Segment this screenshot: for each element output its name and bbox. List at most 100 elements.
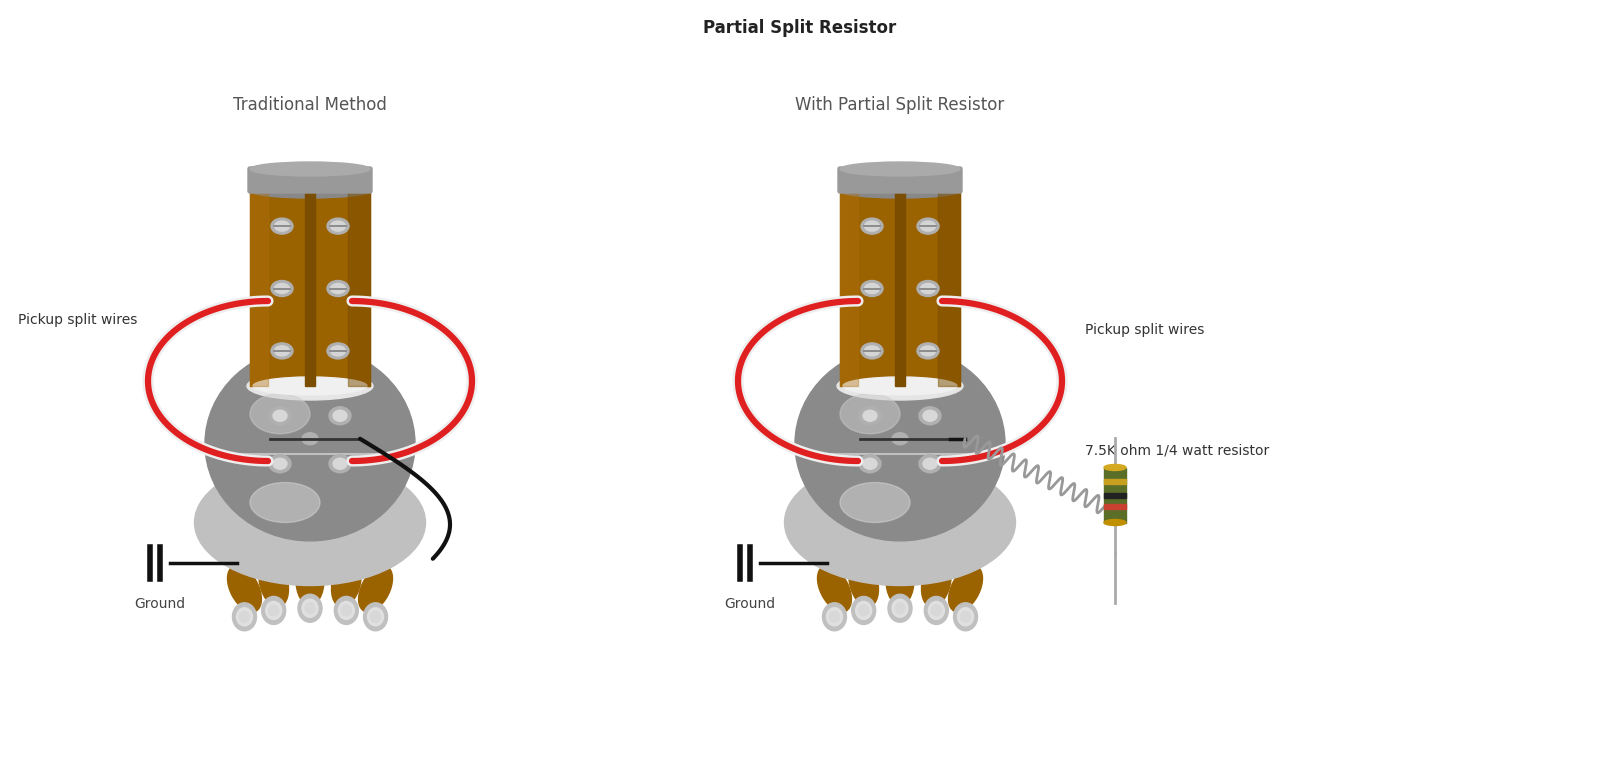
Ellipse shape [840, 162, 960, 176]
Ellipse shape [795, 347, 1005, 541]
Ellipse shape [274, 458, 286, 469]
Ellipse shape [859, 605, 869, 616]
Ellipse shape [862, 411, 877, 421]
Ellipse shape [232, 603, 256, 631]
Ellipse shape [270, 343, 293, 359]
Ellipse shape [237, 608, 253, 625]
Ellipse shape [269, 407, 291, 425]
Ellipse shape [338, 601, 354, 619]
Ellipse shape [928, 601, 944, 619]
Ellipse shape [925, 597, 949, 625]
Ellipse shape [840, 394, 899, 433]
Ellipse shape [333, 411, 347, 421]
Bar [1104, 468, 1126, 522]
Ellipse shape [274, 411, 286, 421]
Ellipse shape [893, 433, 909, 445]
Text: With Partial Split Resistor: With Partial Split Resistor [795, 96, 1005, 114]
Ellipse shape [331, 221, 346, 231]
Ellipse shape [861, 343, 883, 359]
Ellipse shape [864, 284, 880, 294]
Ellipse shape [330, 407, 350, 425]
Ellipse shape [859, 407, 882, 425]
Ellipse shape [262, 597, 286, 625]
Ellipse shape [371, 611, 381, 622]
Ellipse shape [894, 603, 906, 614]
Ellipse shape [250, 184, 370, 198]
Ellipse shape [250, 162, 370, 176]
FancyBboxPatch shape [838, 167, 962, 193]
Ellipse shape [250, 394, 310, 433]
Bar [840, 191, 960, 386]
Text: Traditional Method: Traditional Method [234, 96, 387, 114]
Ellipse shape [954, 603, 978, 631]
Ellipse shape [827, 608, 843, 625]
Ellipse shape [331, 558, 362, 607]
Ellipse shape [859, 455, 882, 473]
Text: Ground: Ground [725, 597, 776, 612]
Ellipse shape [326, 343, 349, 359]
Bar [840, 191, 858, 386]
Ellipse shape [195, 459, 426, 585]
Ellipse shape [843, 377, 957, 395]
Bar [894, 191, 906, 386]
Ellipse shape [306, 603, 315, 614]
Ellipse shape [837, 372, 963, 400]
Bar [349, 191, 370, 386]
Ellipse shape [920, 284, 936, 294]
Ellipse shape [302, 433, 318, 445]
Ellipse shape [864, 221, 880, 231]
Ellipse shape [358, 565, 392, 612]
Ellipse shape [296, 556, 323, 605]
Bar [306, 191, 315, 386]
Ellipse shape [893, 600, 909, 617]
Ellipse shape [270, 281, 293, 297]
Ellipse shape [851, 597, 875, 625]
FancyBboxPatch shape [248, 167, 371, 193]
Ellipse shape [922, 558, 950, 607]
Ellipse shape [917, 218, 939, 234]
Ellipse shape [917, 343, 939, 359]
Ellipse shape [270, 218, 293, 234]
Bar [938, 191, 960, 386]
Ellipse shape [840, 184, 960, 198]
Bar [1104, 479, 1126, 483]
Ellipse shape [949, 565, 982, 612]
Ellipse shape [326, 281, 349, 297]
Ellipse shape [227, 565, 261, 612]
Bar [250, 191, 370, 386]
Ellipse shape [840, 483, 910, 522]
Ellipse shape [862, 458, 877, 469]
Ellipse shape [326, 218, 349, 234]
Ellipse shape [266, 601, 282, 619]
Bar [1104, 503, 1126, 509]
Ellipse shape [888, 594, 912, 622]
Text: Pickup split wires: Pickup split wires [1085, 323, 1205, 337]
Ellipse shape [259, 558, 288, 607]
Ellipse shape [331, 284, 346, 294]
Ellipse shape [246, 372, 373, 400]
Ellipse shape [250, 483, 320, 522]
Ellipse shape [269, 455, 291, 473]
Ellipse shape [341, 605, 352, 616]
Ellipse shape [333, 458, 347, 469]
Bar [1104, 493, 1126, 497]
Ellipse shape [957, 608, 973, 625]
Text: Ground: Ground [134, 597, 186, 612]
Ellipse shape [886, 556, 914, 605]
Ellipse shape [920, 221, 936, 231]
Ellipse shape [331, 346, 346, 356]
Ellipse shape [298, 594, 322, 622]
Ellipse shape [960, 611, 971, 622]
Ellipse shape [269, 605, 278, 616]
Ellipse shape [275, 346, 290, 356]
Ellipse shape [856, 601, 872, 619]
Ellipse shape [923, 411, 938, 421]
Ellipse shape [864, 346, 880, 356]
Ellipse shape [275, 284, 290, 294]
Ellipse shape [829, 611, 840, 622]
Ellipse shape [1104, 519, 1126, 525]
Ellipse shape [784, 459, 1016, 585]
Ellipse shape [917, 281, 939, 297]
Ellipse shape [275, 221, 290, 231]
Ellipse shape [1104, 465, 1126, 471]
